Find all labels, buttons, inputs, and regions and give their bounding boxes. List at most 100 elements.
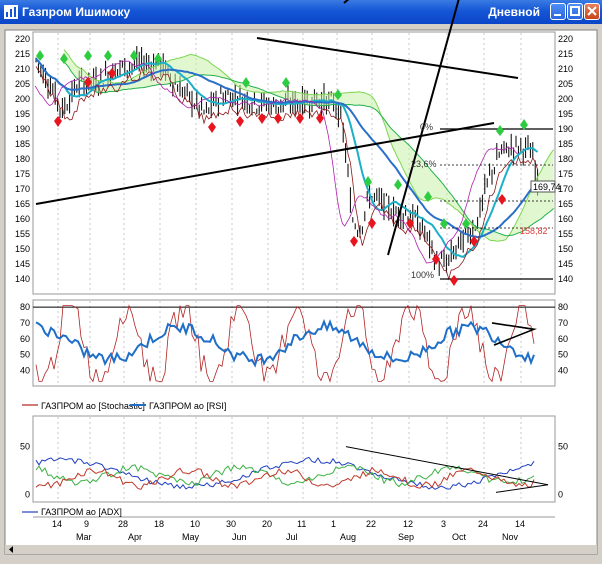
down-signal-icon <box>296 113 304 124</box>
x-day-label: 11 <box>297 519 306 529</box>
price-tick-right: 210 <box>558 64 573 74</box>
x-day-label: 3 <box>441 519 446 529</box>
maximize-button[interactable] <box>567 3 583 20</box>
minus-di-line <box>35 466 535 490</box>
osc-tick-left: 40 <box>20 365 30 375</box>
minimize-icon <box>554 14 561 16</box>
down-signal-icon <box>432 254 440 265</box>
adx-line <box>35 456 535 490</box>
close-icon <box>587 6 597 16</box>
close-button[interactable] <box>584 3 600 20</box>
osc-pattern-line <box>491 322 538 346</box>
x-day-label: 28 <box>118 519 128 529</box>
kijun-sen-line <box>35 58 539 259</box>
bottom-scrollbar[interactable] <box>5 545 597 554</box>
x-day-label: 14 <box>52 519 62 529</box>
price-tick-left: 150 <box>15 244 30 254</box>
x-day-label: 10 <box>190 519 200 529</box>
chart-app-icon <box>4 5 18 19</box>
adx-tick-right: 0 <box>558 489 563 499</box>
price-tick-left: 195 <box>15 109 30 119</box>
x-day-label: 9 <box>84 519 89 529</box>
x-day-label: 30 <box>226 519 236 529</box>
down-signal-icon <box>208 122 216 133</box>
price-tick-left: 160 <box>15 214 30 224</box>
scroll-left-icon[interactable] <box>9 546 13 553</box>
x-month-label: Apr <box>128 532 142 542</box>
minimize-button[interactable] <box>550 3 566 20</box>
price-label-box <box>530 180 556 193</box>
rsi-line <box>35 318 535 368</box>
price-tick-left: 205 <box>15 79 30 89</box>
rsi-legend-label: ГАЗПРОМ ао [RSI] <box>149 401 226 411</box>
x-month-label: Nov <box>502 532 519 542</box>
fib-label-100: 100% <box>411 270 434 280</box>
trend-line <box>256 37 519 79</box>
ichimoku-value-label: 158,82 <box>520 226 548 236</box>
x-month-label: Oct <box>452 532 467 542</box>
price-tick-right: 175 <box>558 169 573 179</box>
price-tick-right: 150 <box>558 244 573 254</box>
down-signal-icon <box>108 68 116 79</box>
adx-panel <box>32 415 556 503</box>
senkou-span-a <box>63 49 554 242</box>
x-month-label: May <box>182 532 200 542</box>
plus-di-line <box>35 464 535 488</box>
x-month-label: Aug <box>340 532 356 542</box>
up-signal-icon <box>334 89 342 100</box>
price-tick-right: 145 <box>558 259 573 269</box>
up-signal-icon <box>60 53 68 64</box>
down-signal-icon <box>316 113 324 124</box>
price-tick-left: 185 <box>15 139 30 149</box>
x-day-label: 18 <box>154 519 164 529</box>
up-signal-icon <box>104 50 112 61</box>
x-day-label: 22 <box>366 519 376 529</box>
price-tick-left: 145 <box>15 259 30 269</box>
moving-average-line <box>35 58 539 239</box>
price-tick-right: 185 <box>558 139 573 149</box>
fib-label-0: 0% <box>420 122 433 132</box>
price-panel <box>32 31 556 295</box>
price-tick-left: 170 <box>15 184 30 194</box>
title-bar: Газпром Ишимоку Дневной <box>0 0 602 24</box>
x-day-label: 1 <box>331 519 336 529</box>
x-day-label: 12 <box>403 519 413 529</box>
adx-tick-right: 50 <box>558 442 568 452</box>
up-signal-icon <box>462 218 470 229</box>
oscillator-panel <box>32 299 556 387</box>
up-signal-icon <box>130 50 138 61</box>
up-signal-icon <box>496 125 504 136</box>
x-month-label: Sep <box>398 532 414 542</box>
x-day-label: 24 <box>478 519 488 529</box>
adx-trend-line <box>495 484 549 493</box>
down-signal-icon <box>84 77 92 88</box>
osc-tick-left: 80 <box>20 302 30 312</box>
price-tick-right: 170 <box>558 184 573 194</box>
up-signal-icon <box>154 53 162 64</box>
down-signal-icon <box>406 218 414 229</box>
down-signal-icon <box>470 236 478 247</box>
stochastic-line <box>35 304 535 383</box>
down-signal-icon <box>236 116 244 127</box>
window-title: Газпром Ишимоку <box>22 5 131 19</box>
tenkan-sen-line <box>35 65 538 281</box>
up-signal-icon <box>84 50 92 61</box>
price-tick-left: 190 <box>15 124 30 134</box>
price-tick-right: 195 <box>558 109 573 119</box>
maximize-icon <box>570 6 580 16</box>
down-signal-icon <box>274 113 282 124</box>
up-signal-icon <box>36 50 44 61</box>
senkou-span-b <box>63 61 554 237</box>
price-tick-left: 155 <box>15 229 30 239</box>
price-tick-right: 190 <box>558 124 573 134</box>
price-tick-left: 210 <box>15 64 30 74</box>
price-tick-right: 165 <box>558 199 573 209</box>
down-signal-icon <box>450 275 458 286</box>
price-tick-right: 215 <box>558 49 573 59</box>
adx-tick-left: 50 <box>20 442 30 452</box>
price-tick-right: 155 <box>558 229 573 239</box>
trend-line <box>35 122 495 205</box>
up-signal-icon <box>424 191 432 202</box>
